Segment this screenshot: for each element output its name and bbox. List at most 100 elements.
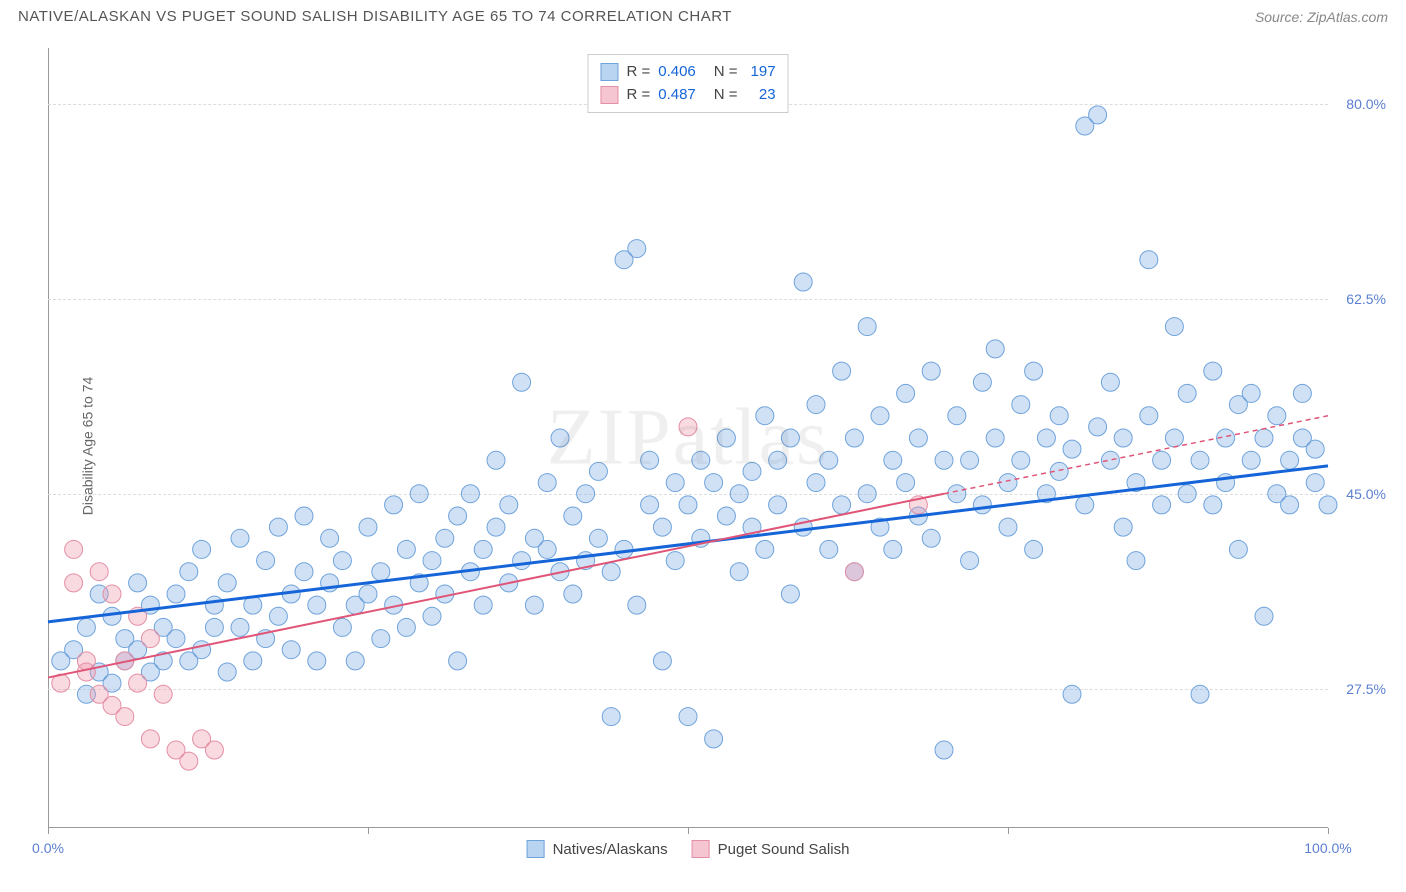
scatter-point <box>193 540 211 558</box>
scatter-point <box>679 708 697 726</box>
scatter-point <box>1191 685 1209 703</box>
x-tick <box>368 828 369 834</box>
scatter-point <box>218 663 236 681</box>
scatter-point <box>1268 407 1286 425</box>
scatter-point <box>1319 496 1337 514</box>
scatter-point <box>973 496 991 514</box>
scatter-point <box>180 752 198 770</box>
scatter-point <box>193 641 211 659</box>
scatter-point <box>845 429 863 447</box>
scatter-point <box>717 507 735 525</box>
scatter-point <box>935 741 953 759</box>
scatter-point <box>500 496 518 514</box>
chart-container: 27.5%45.0%62.5%80.0% ZIPatlas R =0.406N … <box>48 48 1328 828</box>
scatter-point <box>65 540 83 558</box>
scatter-point <box>1037 429 1055 447</box>
scatter-point <box>1114 429 1132 447</box>
scatter-point <box>141 730 159 748</box>
scatter-point <box>679 418 697 436</box>
scatter-point <box>692 451 710 469</box>
scatter-point <box>90 563 108 581</box>
scatter-point <box>513 373 531 391</box>
scatter-point <box>884 451 902 469</box>
scatter-point <box>1089 418 1107 436</box>
scatter-point <box>653 518 671 536</box>
scatter-point <box>1076 496 1094 514</box>
scatter-point <box>487 451 505 469</box>
scatter-point <box>961 552 979 570</box>
scatter-point <box>897 384 915 402</box>
legend-n-value: 197 <box>746 61 776 84</box>
scatter-point <box>333 552 351 570</box>
scatter-point <box>551 429 569 447</box>
scatter-point <box>628 596 646 614</box>
legend-row: R =0.487N =23 <box>600 84 775 107</box>
scatter-point <box>820 451 838 469</box>
scatter-point <box>973 373 991 391</box>
legend-n-label: N = <box>714 61 738 84</box>
x-tick <box>688 828 689 834</box>
source-label: Source: ZipAtlas.com <box>1255 9 1388 25</box>
scatter-point <box>1242 451 1260 469</box>
scatter-point <box>628 240 646 258</box>
scatter-point <box>1178 485 1196 503</box>
scatter-point <box>564 507 582 525</box>
scatter-point <box>756 407 774 425</box>
scatter-point <box>641 496 659 514</box>
scatter-point <box>986 340 1004 358</box>
legend-n-value: 23 <box>746 84 776 107</box>
scatter-point <box>372 563 390 581</box>
scatter-point <box>257 552 275 570</box>
scatter-point <box>769 496 787 514</box>
scatter-point <box>308 596 326 614</box>
scatter-point <box>577 485 595 503</box>
legend-swatch <box>600 63 618 81</box>
scatter-point <box>359 518 377 536</box>
scatter-point <box>1293 384 1311 402</box>
scatter-point <box>1255 429 1273 447</box>
scatter-point <box>1255 607 1273 625</box>
scatter-point <box>321 529 339 547</box>
y-tick-label: 45.0% <box>1346 486 1386 502</box>
scatter-point <box>295 563 313 581</box>
scatter-point <box>858 485 876 503</box>
scatter-point <box>845 563 863 581</box>
y-tick-label: 62.5% <box>1346 291 1386 307</box>
scatter-point <box>986 429 1004 447</box>
x-tick <box>1008 828 1009 834</box>
scatter-point <box>922 529 940 547</box>
scatter-point <box>1050 407 1068 425</box>
y-tick-label: 27.5% <box>1346 681 1386 697</box>
legend-r-label: R = <box>626 61 650 84</box>
scatter-point <box>564 585 582 603</box>
scatter-point <box>231 618 249 636</box>
scatter-point <box>730 485 748 503</box>
scatter-point <box>1063 685 1081 703</box>
plot-area: 27.5%45.0%62.5%80.0% ZIPatlas R =0.406N … <box>48 48 1328 828</box>
scatter-point <box>1089 106 1107 124</box>
legend-row: R = 0.406 N = 197 <box>600 61 775 84</box>
scatter-point <box>1101 373 1119 391</box>
scatter-point <box>1229 540 1247 558</box>
scatter-point <box>1204 496 1222 514</box>
scatter-point <box>781 585 799 603</box>
scatter-point <box>129 674 147 692</box>
scatter-point <box>1153 451 1171 469</box>
scatter-point <box>346 652 364 670</box>
scatter-point <box>781 429 799 447</box>
legend-r-value: 0.406 <box>658 61 696 84</box>
scatter-point <box>948 485 966 503</box>
scatter-point <box>858 318 876 336</box>
scatter-point <box>231 529 249 547</box>
scatter-point <box>1281 496 1299 514</box>
scatter-point <box>1025 362 1043 380</box>
scatter-point <box>1101 451 1119 469</box>
scatter-point <box>167 630 185 648</box>
scatter-point <box>820 540 838 558</box>
legend-bottom: Natives/AlaskansPuget Sound Salish <box>527 840 850 858</box>
scatter-point <box>282 641 300 659</box>
scatter-point <box>359 585 377 603</box>
legend-swatch <box>600 86 618 104</box>
legend-bottom-item: Natives/Alaskans <box>527 840 668 858</box>
scatter-point <box>679 496 697 514</box>
